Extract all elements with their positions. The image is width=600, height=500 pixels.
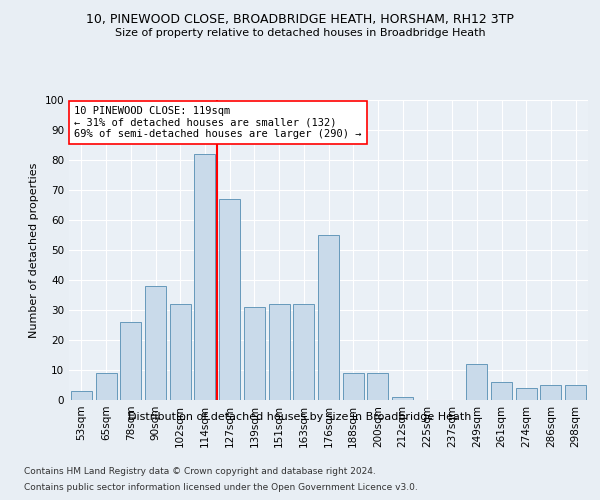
Bar <box>466 364 487 400</box>
Bar <box>367 373 388 400</box>
Bar <box>194 154 215 400</box>
Bar <box>145 286 166 400</box>
Bar <box>244 307 265 400</box>
Y-axis label: Number of detached properties: Number of detached properties <box>29 162 39 338</box>
Text: 10, PINEWOOD CLOSE, BROADBRIDGE HEATH, HORSHAM, RH12 3TP: 10, PINEWOOD CLOSE, BROADBRIDGE HEATH, H… <box>86 12 514 26</box>
Bar <box>343 373 364 400</box>
Bar <box>516 388 537 400</box>
Bar <box>120 322 141 400</box>
Text: Distribution of detached houses by size in Broadbridge Heath: Distribution of detached houses by size … <box>128 412 472 422</box>
Bar <box>392 397 413 400</box>
Bar <box>293 304 314 400</box>
Bar <box>71 391 92 400</box>
Text: 10 PINEWOOD CLOSE: 119sqm
← 31% of detached houses are smaller (132)
69% of semi: 10 PINEWOOD CLOSE: 119sqm ← 31% of detac… <box>74 106 362 139</box>
Bar <box>95 373 116 400</box>
Bar <box>318 235 339 400</box>
Bar <box>491 382 512 400</box>
Text: Contains HM Land Registry data © Crown copyright and database right 2024.: Contains HM Land Registry data © Crown c… <box>24 468 376 476</box>
Bar <box>170 304 191 400</box>
Bar <box>565 385 586 400</box>
Text: Size of property relative to detached houses in Broadbridge Heath: Size of property relative to detached ho… <box>115 28 485 38</box>
Bar <box>541 385 562 400</box>
Bar <box>219 199 240 400</box>
Bar <box>269 304 290 400</box>
Text: Contains public sector information licensed under the Open Government Licence v3: Contains public sector information licen… <box>24 482 418 492</box>
